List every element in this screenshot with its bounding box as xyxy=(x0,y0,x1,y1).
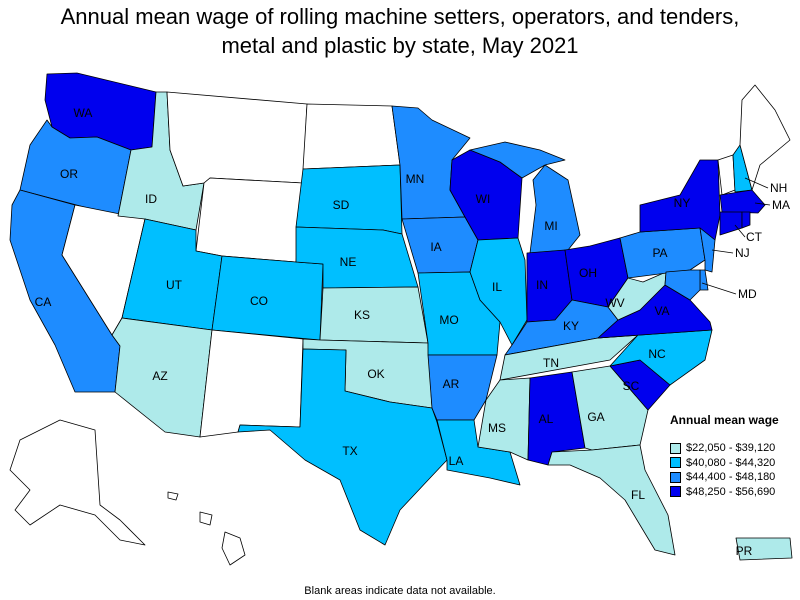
state-HI[interactable] xyxy=(221,531,246,566)
state-NM[interactable] xyxy=(199,329,304,438)
state-ME[interactable] xyxy=(739,84,791,191)
label-CO: CO xyxy=(250,294,268,308)
state-LA[interactable] xyxy=(436,419,521,486)
legend-swatch xyxy=(670,471,681,483)
legend: Annual mean wage $22,050 - $39,120 $40,0… xyxy=(670,413,800,499)
legend-swatch xyxy=(670,486,681,498)
state-labels: WA OR CA ID UT AZ CO SD NE KS OK TX MN I… xyxy=(35,106,790,558)
footnote: Blank areas indicate data not available. xyxy=(304,585,496,597)
callout-lines xyxy=(701,177,771,295)
label-WA: WA xyxy=(74,106,93,120)
label-PR: PR xyxy=(736,544,753,558)
state-CO[interactable] xyxy=(211,255,324,341)
label-OH: OH xyxy=(579,266,597,280)
label-OK: OK xyxy=(367,367,384,381)
label-SD: SD xyxy=(333,198,350,212)
label-WI: WI xyxy=(476,192,491,206)
label-MS: MS xyxy=(488,421,506,435)
label-AL: AL xyxy=(539,412,554,426)
label-ID: ID xyxy=(145,192,157,206)
label-IN: IN xyxy=(536,278,548,292)
legend-item: $48,250 - $56,690 xyxy=(670,485,800,500)
label-MO: MO xyxy=(439,313,458,327)
label-NC: NC xyxy=(648,347,666,361)
legend-label: $40,080 - $44,320 xyxy=(686,456,776,469)
label-MN: MN xyxy=(406,172,425,186)
state-CT[interactable] xyxy=(719,211,743,236)
map-title-line-1: Annual mean wage of rolling machine sett… xyxy=(60,4,740,29)
label-MD: MD xyxy=(738,287,757,301)
label-FL: FL xyxy=(631,488,645,502)
legend-label: $22,050 - $39,120 xyxy=(686,442,776,455)
label-UT: UT xyxy=(166,278,183,292)
label-MA: MA xyxy=(772,198,790,212)
state-MA[interactable] xyxy=(719,189,766,214)
label-IA: IA xyxy=(430,240,441,254)
label-VA: VA xyxy=(654,304,669,318)
state-FL[interactable] xyxy=(547,444,676,556)
state-PR[interactable] xyxy=(735,537,793,561)
state-TX[interactable] xyxy=(237,348,448,546)
state-HI-2[interactable] xyxy=(199,511,213,526)
label-KS: KS xyxy=(354,308,370,322)
label-OR: OR xyxy=(60,167,78,181)
state-MI[interactable] xyxy=(529,164,581,254)
state-MI-upper[interactable] xyxy=(469,141,566,179)
state-DE[interactable] xyxy=(699,269,709,291)
legend-item: $22,050 - $39,120 xyxy=(670,441,800,456)
legend-item: $44,400 - $48,180 xyxy=(670,470,800,485)
map-title-line-2: metal and plastic by state, May 2021 xyxy=(221,33,579,58)
label-KY: KY xyxy=(563,319,579,333)
label-NH: NH xyxy=(770,181,787,195)
state-AK[interactable] xyxy=(9,419,146,546)
label-TX: TX xyxy=(342,444,357,458)
state-NJ[interactable] xyxy=(699,227,716,273)
label-AZ: AZ xyxy=(152,369,167,383)
legend-label: $44,400 - $48,180 xyxy=(686,471,776,484)
label-GA: GA xyxy=(587,410,604,424)
label-TN: TN xyxy=(543,356,559,370)
state-MT[interactable] xyxy=(166,91,308,187)
label-IL: IL xyxy=(492,280,502,294)
state-WY[interactable] xyxy=(195,177,304,263)
label-AR: AR xyxy=(443,377,460,391)
label-NE: NE xyxy=(340,255,357,269)
label-SC: SC xyxy=(623,379,640,393)
label-PA: PA xyxy=(652,246,667,260)
legend-swatch xyxy=(670,442,681,454)
legend-title: Annual mean wage xyxy=(670,413,779,427)
state-KS[interactable] xyxy=(319,286,429,344)
label-LA: LA xyxy=(449,454,464,468)
state-MD[interactable] xyxy=(664,269,701,301)
state-HI-3[interactable] xyxy=(167,491,179,501)
legend-swatch xyxy=(670,457,681,469)
label-NY: NY xyxy=(674,196,691,210)
legend-label: $48,250 - $56,690 xyxy=(686,485,776,498)
legend-item: $40,080 - $44,320 xyxy=(670,456,800,471)
label-CT: CT xyxy=(746,230,763,244)
map-title: Annual mean wage of rolling machine sett… xyxy=(0,2,800,60)
state-NC[interactable] xyxy=(597,329,713,386)
label-CA: CA xyxy=(35,295,52,309)
state-VT[interactable] xyxy=(717,154,736,196)
state-RI[interactable] xyxy=(741,211,751,229)
label-NJ: NJ xyxy=(735,246,750,260)
state-TN[interactable] xyxy=(499,334,639,381)
state-ND[interactable] xyxy=(302,103,401,170)
label-WV: WV xyxy=(605,296,624,310)
label-MI: MI xyxy=(544,219,557,233)
